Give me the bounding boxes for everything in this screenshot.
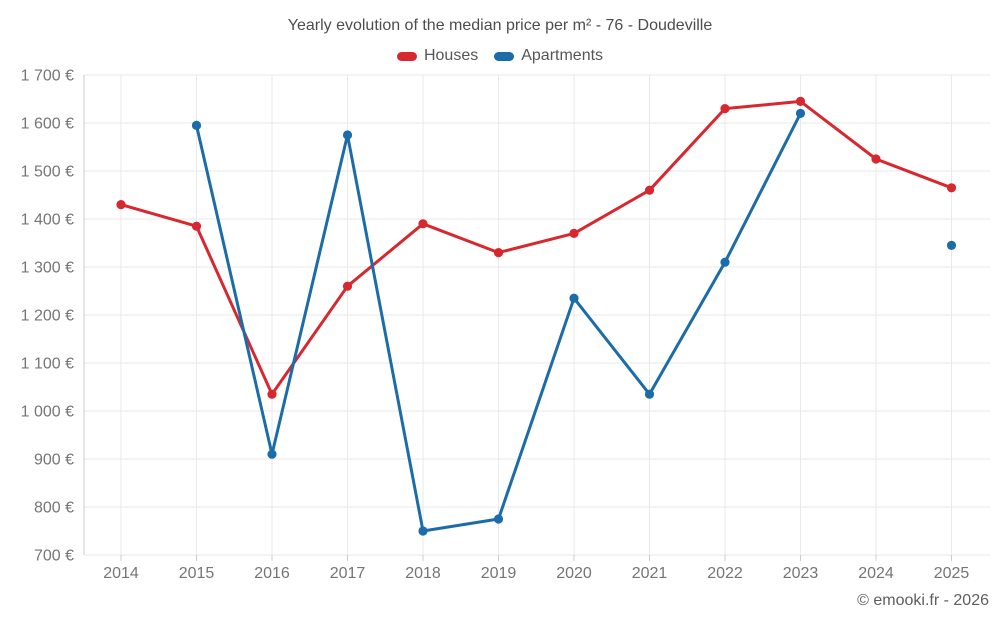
x-tick-label: 2021 [632,565,668,582]
legend: Houses Apartments [0,47,1000,65]
apartments-point-2021[interactable] [644,389,655,399]
houses-point-2021[interactable] [644,185,655,195]
houses-point-2024[interactable] [871,154,881,164]
houses-point-2014[interactable] [116,200,126,210]
houses-point-2016[interactable] [267,389,277,399]
y-tick-label: 1 600 € [21,116,74,133]
y-tick-label: 1 100 € [21,356,74,373]
x-tick-label: 2018 [405,565,441,582]
x-tick-label: 2015 [179,565,215,582]
apartments-point-2015[interactable] [191,120,202,130]
legend-item-houses[interactable]: Houses [396,47,479,65]
y-tick-label: 1 000 € [21,404,74,421]
y-tick-label: 1 200 € [21,308,74,325]
apartments-point-2019[interactable] [493,514,504,524]
apartments-point-2022[interactable] [720,257,730,267]
x-tick-label: 2023 [783,565,819,582]
x-tick-label: 2016 [254,565,290,582]
chart-title: Yearly evolution of the median price per… [287,17,713,34]
houses-point-2019[interactable] [493,248,504,258]
houses-line [119,99,953,396]
y-tick-label: 800 € [34,500,74,517]
y-tick-label: 1 700 € [21,68,74,85]
apartments-point-2023[interactable] [795,108,806,118]
houses-point-2023[interactable] [795,96,806,106]
x-tick-label: 2019 [481,565,517,582]
houses-point-2017[interactable] [342,281,353,291]
y-tick-label: 1 500 € [21,164,74,181]
x-tick-label: 2025 [934,565,970,582]
apartments-point-2018[interactable] [418,526,428,536]
apartments-point-2017[interactable] [342,130,353,140]
houses-point-2020[interactable] [569,228,579,238]
houses-point-2018[interactable] [418,219,428,229]
watermark: © emooki.fr - 2026 [857,592,989,609]
apartments-point-2020[interactable] [569,293,579,303]
x-tick-label: 2017 [330,565,366,582]
y-tick-label: 1 300 € [21,260,74,277]
x-tick-label: 2024 [858,565,894,582]
x-tick-label: 2014 [103,565,139,582]
houses-point-2025[interactable] [946,183,957,193]
y-tick-label: 700 € [34,548,74,565]
apartments-series-swatch [494,51,515,61]
apartments-series-label: Apartments [521,47,604,64]
houses-point-2015[interactable] [191,221,202,231]
apartments-point-2016[interactable] [267,449,277,459]
y-tick-label: 900 € [34,452,74,469]
houses-series-label: Houses [423,47,479,64]
x-tick-label: 2022 [707,565,743,582]
apartments-point-2025[interactable] [946,240,957,250]
y-tick-label: 1 400 € [21,212,74,229]
houses-series-swatch [396,51,417,61]
x-tick-label: 2020 [556,565,592,582]
legend-item-apartments[interactable]: Apartments [494,47,603,65]
houses-point-2022[interactable] [720,104,730,114]
